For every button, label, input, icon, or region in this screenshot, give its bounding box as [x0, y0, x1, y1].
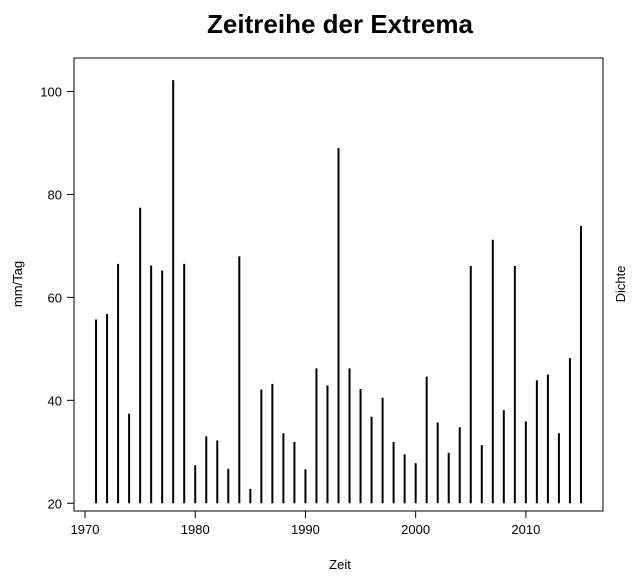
x-tick-label-1970: 1970 [71, 522, 100, 537]
x-tick-label-2000: 2000 [401, 522, 430, 537]
bars [95, 80, 582, 504]
y-axis: 20 40 60 80 100 [40, 84, 74, 511]
y-tick-label-20: 20 [48, 496, 62, 511]
x-tick-label-2010: 2010 [511, 522, 540, 537]
plot-frame [73, 57, 604, 512]
y-tick-label-100: 100 [40, 84, 62, 99]
x-axis: 1970 1980 1990 2000 2010 [71, 511, 540, 537]
x-axis-label: Zeit [329, 557, 351, 572]
y2-axis-label: Dichte [613, 266, 628, 303]
y-tick-label-40: 40 [48, 393, 62, 408]
y-axis-label: mm/Tag [10, 261, 25, 307]
y-tick-label-80: 80 [48, 187, 62, 202]
x-tick-label-1980: 1980 [181, 522, 210, 537]
y-tick-label-60: 60 [48, 290, 62, 305]
chart-title: Zeitreihe der Extrema [207, 9, 473, 39]
x-tick-label-1990: 1990 [291, 522, 320, 537]
